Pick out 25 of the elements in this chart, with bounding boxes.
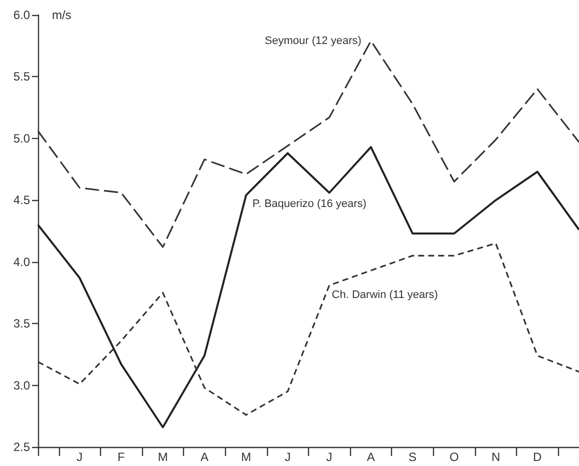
x-tick-label: J <box>326 450 332 464</box>
x-tick-label: A <box>200 450 208 464</box>
y-tick-label: 5.0 <box>13 131 30 146</box>
x-tick-label: F <box>118 450 125 464</box>
series-label: Seymour (12 years) <box>264 34 362 47</box>
y-tick-label: 4.0 <box>13 254 30 269</box>
x-tick-label: J <box>284 450 291 464</box>
x-tick-label: J <box>76 450 83 464</box>
x-tick-label: S <box>408 450 417 464</box>
y-tick-label: 3.0 <box>13 378 30 392</box>
line-series <box>37 146 579 428</box>
y-tick-label: 4.5 <box>13 193 30 208</box>
y-tick-label: 2.5 <box>13 440 30 454</box>
x-tick-label: N <box>491 450 500 464</box>
x-tick-label: D <box>533 450 542 464</box>
y-tick-label: 6.0 <box>13 8 30 22</box>
series-label: Ch. Darwin (11 years) <box>332 289 438 302</box>
x-tick-label: O <box>449 450 459 464</box>
y-axis-title: m/s <box>52 8 72 22</box>
series-label: P. Baquerizo (16 years) <box>252 198 366 210</box>
x-tick-label: M <box>158 450 168 464</box>
y-tick-label: 5.5 <box>13 70 30 84</box>
x-tick-label: M <box>241 450 252 464</box>
x-tick-label: A <box>366 450 375 464</box>
y-tick-label: 3.5 <box>13 316 30 331</box>
